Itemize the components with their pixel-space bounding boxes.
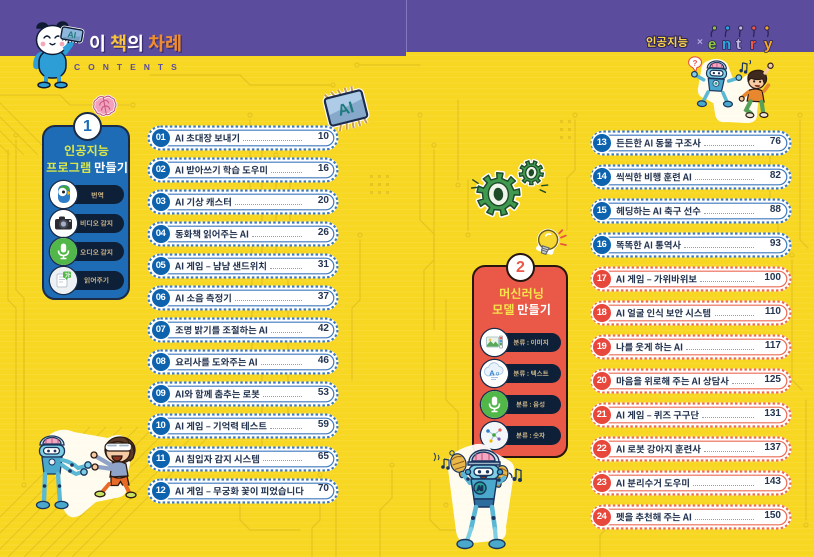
svg-text:A: A — [489, 368, 495, 377]
svg-text:n: n — [722, 36, 731, 53]
svg-text:AI: AI — [336, 99, 356, 120]
svg-text:?: ? — [692, 59, 697, 68]
svg-text:y: y — [764, 36, 773, 53]
svg-text:t: t — [736, 36, 741, 53]
svg-text:AI: AI — [67, 29, 77, 40]
svg-text:AI: AI — [477, 487, 483, 493]
svg-text:o: o — [495, 371, 499, 377]
svg-text:r: r — [750, 36, 756, 53]
svg-text:e: e — [708, 36, 716, 53]
